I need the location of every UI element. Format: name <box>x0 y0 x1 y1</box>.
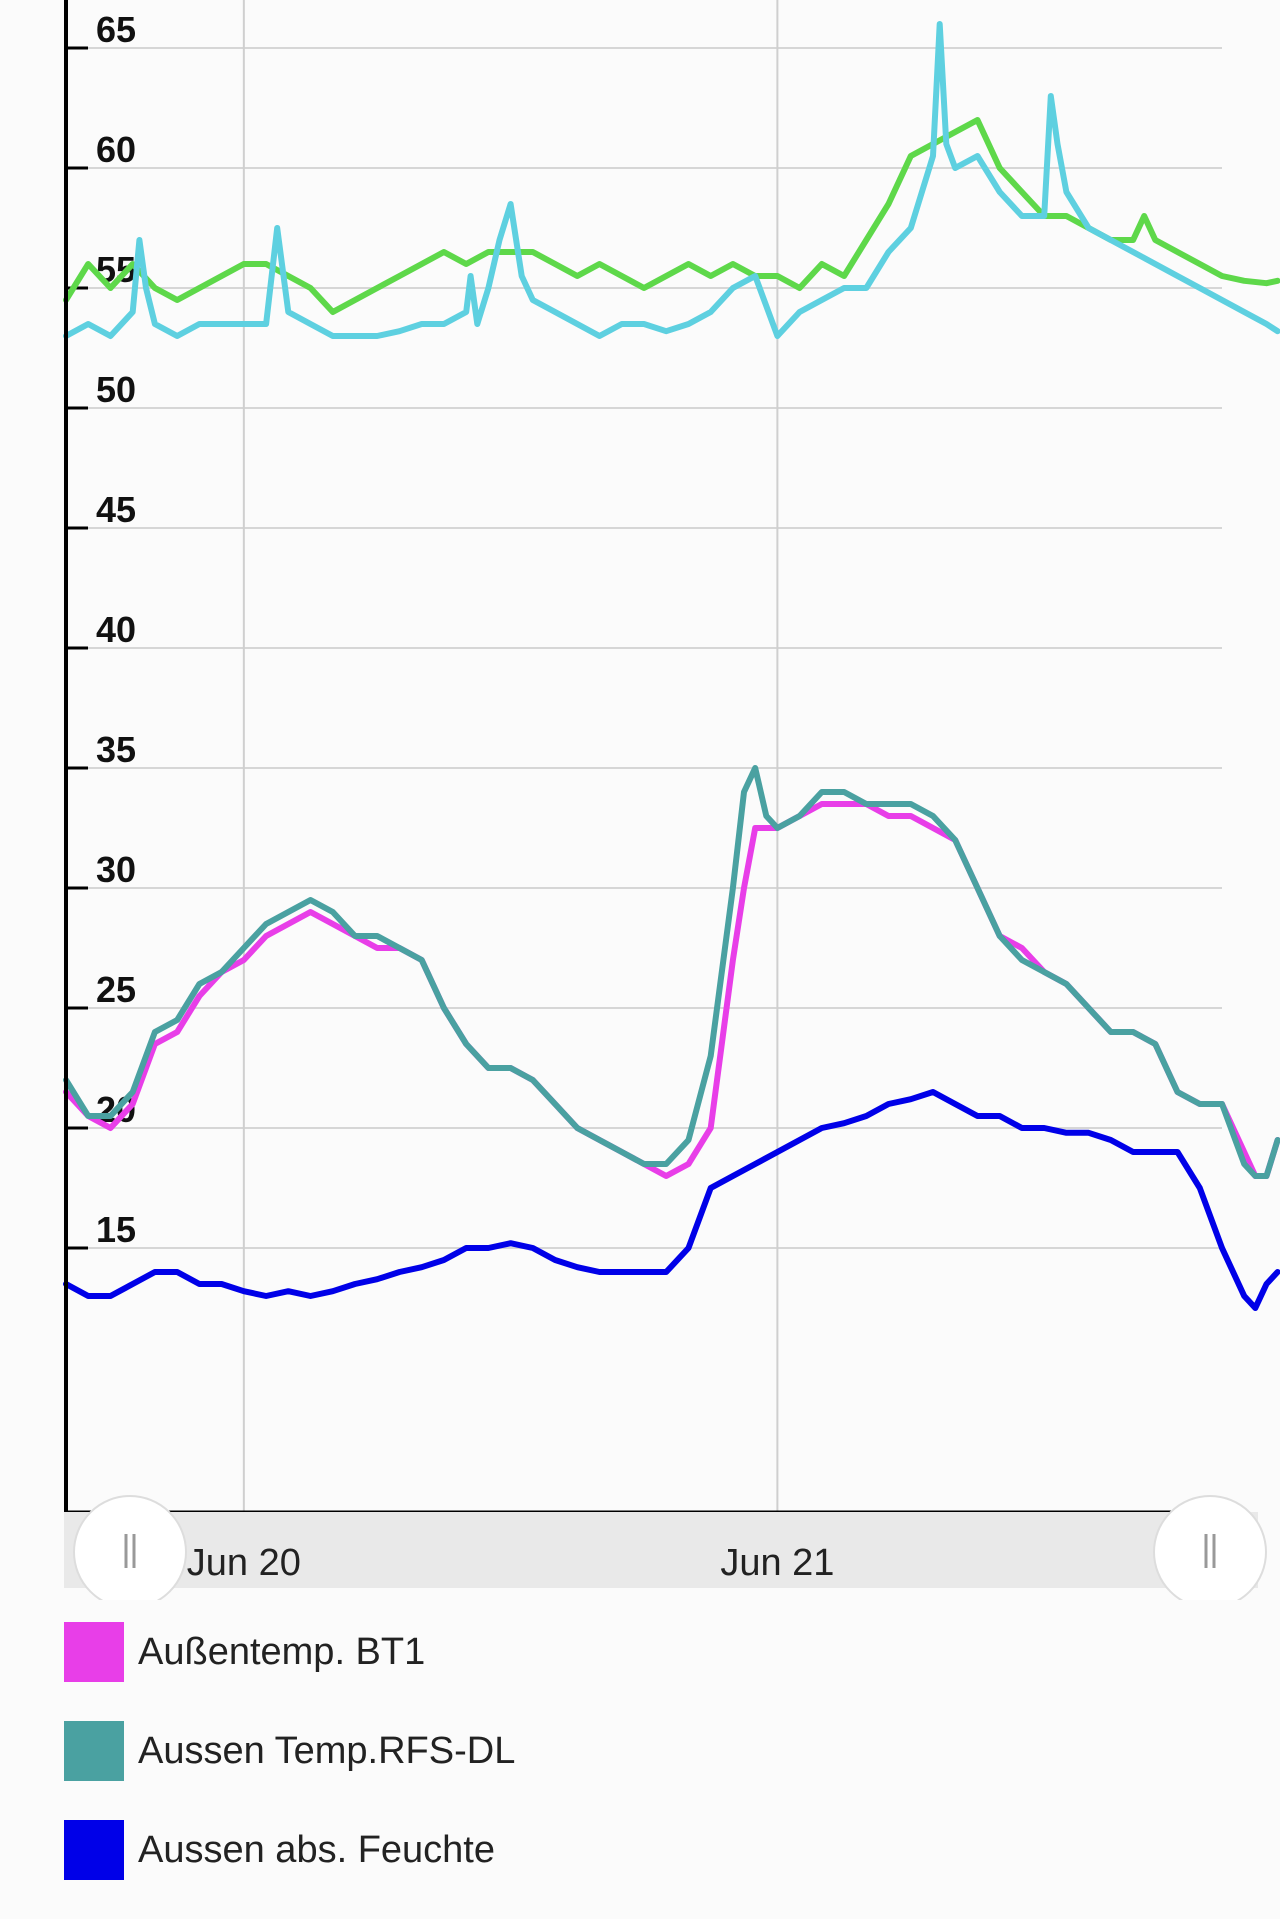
series-line <box>63 1089 1280 1311</box>
navigator-left-handle[interactable] <box>73 1495 187 1600</box>
series-line <box>63 801 1280 1179</box>
y-tick-label: 45 <box>96 489 136 530</box>
legend-swatch <box>64 1820 124 1880</box>
navigator-right-handle[interactable] <box>1153 1495 1267 1600</box>
legend-swatch <box>64 1622 124 1682</box>
y-tick-label: 50 <box>96 369 136 410</box>
legend-item-aussen-temp-rfs-dl[interactable]: Aussen Temp.RFS-DL <box>64 1721 515 1781</box>
y-tick-label: 35 <box>96 729 136 770</box>
legend-label: Aussen Temp.RFS-DL <box>138 1729 516 1772</box>
range-navigator[interactable] <box>64 1495 1267 1600</box>
y-tick-label: 15 <box>96 1209 136 1250</box>
legend-label: Außentemp. BT1 <box>138 1630 426 1673</box>
legend-item-aussentemp-bt1[interactable]: Außentemp. BT1 <box>64 1622 515 1682</box>
y-tick-label: 25 <box>96 969 136 1010</box>
y-tick-label: 40 <box>96 609 136 650</box>
series-line <box>63 117 1280 315</box>
y-tick-label: 60 <box>96 129 136 170</box>
navigator-track <box>64 1512 1258 1588</box>
y-tick-label: 30 <box>96 849 136 890</box>
series-lines <box>63 21 1280 1311</box>
series-line <box>63 765 1280 1179</box>
grid <box>66 0 1222 1512</box>
legend-item-aussen-abs-feuchte[interactable]: Aussen abs. Feuchte <box>64 1820 515 1880</box>
legend-swatch <box>64 1721 124 1781</box>
series-line <box>63 21 1280 339</box>
x-axis-labels: Jun 20 Jun 21 <box>187 1542 835 1584</box>
x-tick-label: Jun 21 <box>720 1542 834 1584</box>
legend: Außentemp. BT1 Aussen Temp.RFS-DL Aussen… <box>64 1622 515 1919</box>
legend-label: Aussen abs. Feuchte <box>138 1828 495 1871</box>
x-tick-label: Jun 20 <box>187 1542 301 1584</box>
y-tick-label: 65 <box>96 9 136 50</box>
